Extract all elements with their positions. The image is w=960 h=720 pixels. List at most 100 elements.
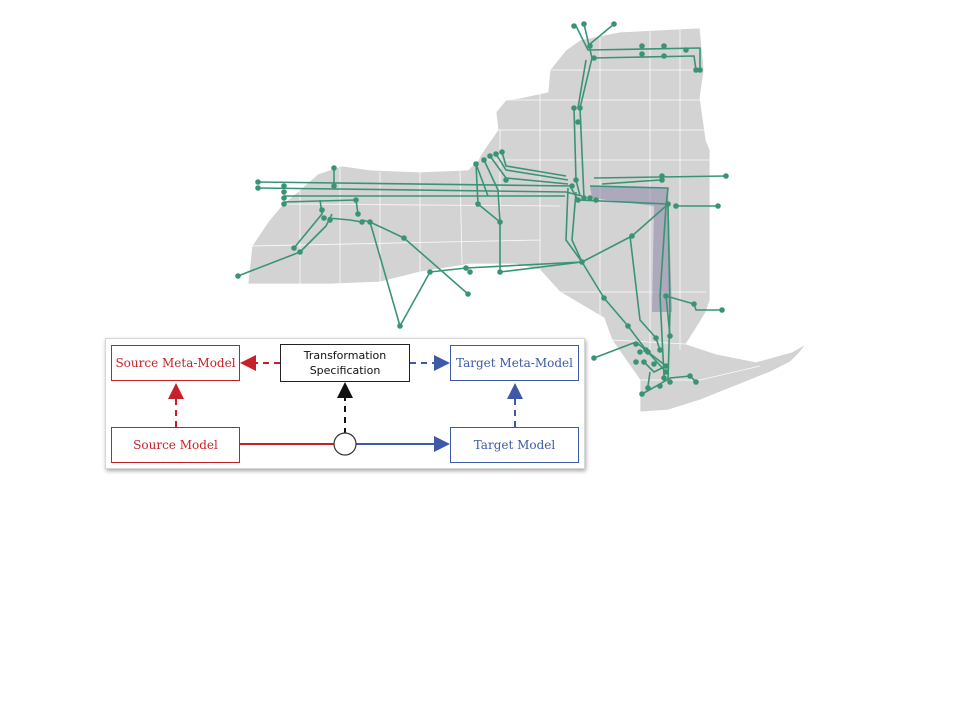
network-node [579,259,585,265]
transmission-line [593,341,667,367]
network-node [581,21,587,27]
network-node [683,47,689,53]
source-meta-model-label: Source Meta-Model [115,355,236,370]
target-meta-model-label: Target Meta-Model [456,355,573,370]
network-node [697,67,703,73]
network-node [693,67,699,73]
network-node [593,197,599,203]
network-node [653,335,659,341]
network-node [401,235,407,241]
network-node [475,201,481,207]
network-node [575,119,581,125]
network-node [645,385,651,391]
model-transformation-diagram: Source Meta-Model Transformation Specifi… [105,338,585,469]
network-node [575,197,581,203]
network-node [723,173,729,179]
network-node [281,189,287,195]
network-node [601,295,607,301]
network-node [687,373,693,379]
transmission-line [257,181,669,205]
network-node [637,349,643,355]
network-node [625,323,631,329]
network-node [661,375,667,381]
network-node [633,341,639,347]
network-node [667,379,673,385]
network-node [581,195,587,201]
network-node [291,245,297,251]
network-node [663,293,669,299]
transmission-line [475,163,501,270]
transmission-line [327,217,363,223]
network-node [321,215,327,221]
network-node [497,219,503,225]
network-node [591,55,597,61]
transmission-line [499,261,583,273]
network-node [255,179,261,185]
network-nodes [235,21,729,397]
network-node [645,349,651,355]
network-node [569,183,575,189]
target-model-label: Target Model [473,437,556,452]
network-node [651,361,657,367]
network-node [633,359,639,365]
network-node [465,291,471,297]
transmission-line [577,59,587,109]
network-node [629,233,635,239]
diagram-connectors [168,355,523,456]
network-node [719,307,725,313]
network-node [577,105,583,111]
network-node [667,333,673,339]
network-node [359,219,365,225]
transformation-engine-circle [333,432,357,456]
transmission-line [579,57,593,109]
network-node [493,151,499,157]
network-node [693,379,699,385]
network-node [487,153,493,159]
network-node [319,207,325,213]
source-model-box: Source Model [111,427,240,463]
network-node [297,249,303,255]
network-node [353,197,359,203]
network-node [481,157,487,163]
network-node [571,105,577,111]
network-node [503,177,509,183]
network-node [639,51,645,57]
transmission-line [571,191,583,263]
network-node [281,201,287,207]
transmission-line [629,235,661,351]
network-node [499,149,505,155]
network-lines [237,23,727,395]
network-node [673,203,679,209]
transmission-line [483,159,501,223]
transmission-line [641,375,697,395]
transmission-line [361,219,431,327]
network-node [397,323,403,329]
network-node [473,161,479,167]
network-node [463,265,469,271]
transmission-line [293,199,323,249]
transmission-line [589,23,615,45]
transmission-line [475,163,489,197]
network-node [657,347,663,353]
source-meta-model-box: Source Meta-Model [111,345,240,381]
network-node [587,195,593,201]
network-node [331,165,337,171]
network-node [641,359,647,365]
network-node [663,369,669,375]
network-node [573,177,579,183]
transmission-line [575,25,701,70]
transformation-specification-label-2: Specification [309,364,381,377]
transmission-line [495,153,569,181]
transmission-line [647,371,651,387]
transmission-line [601,179,661,185]
network-node [659,177,665,183]
network-node [715,203,721,209]
transmission-line [665,295,671,337]
transmission-line [257,187,583,197]
network-node [281,183,287,189]
network-node [571,23,577,29]
transmission-line [583,23,697,71]
network-node [661,43,667,49]
transformation-specification-box: Transformation Specification [280,344,410,382]
